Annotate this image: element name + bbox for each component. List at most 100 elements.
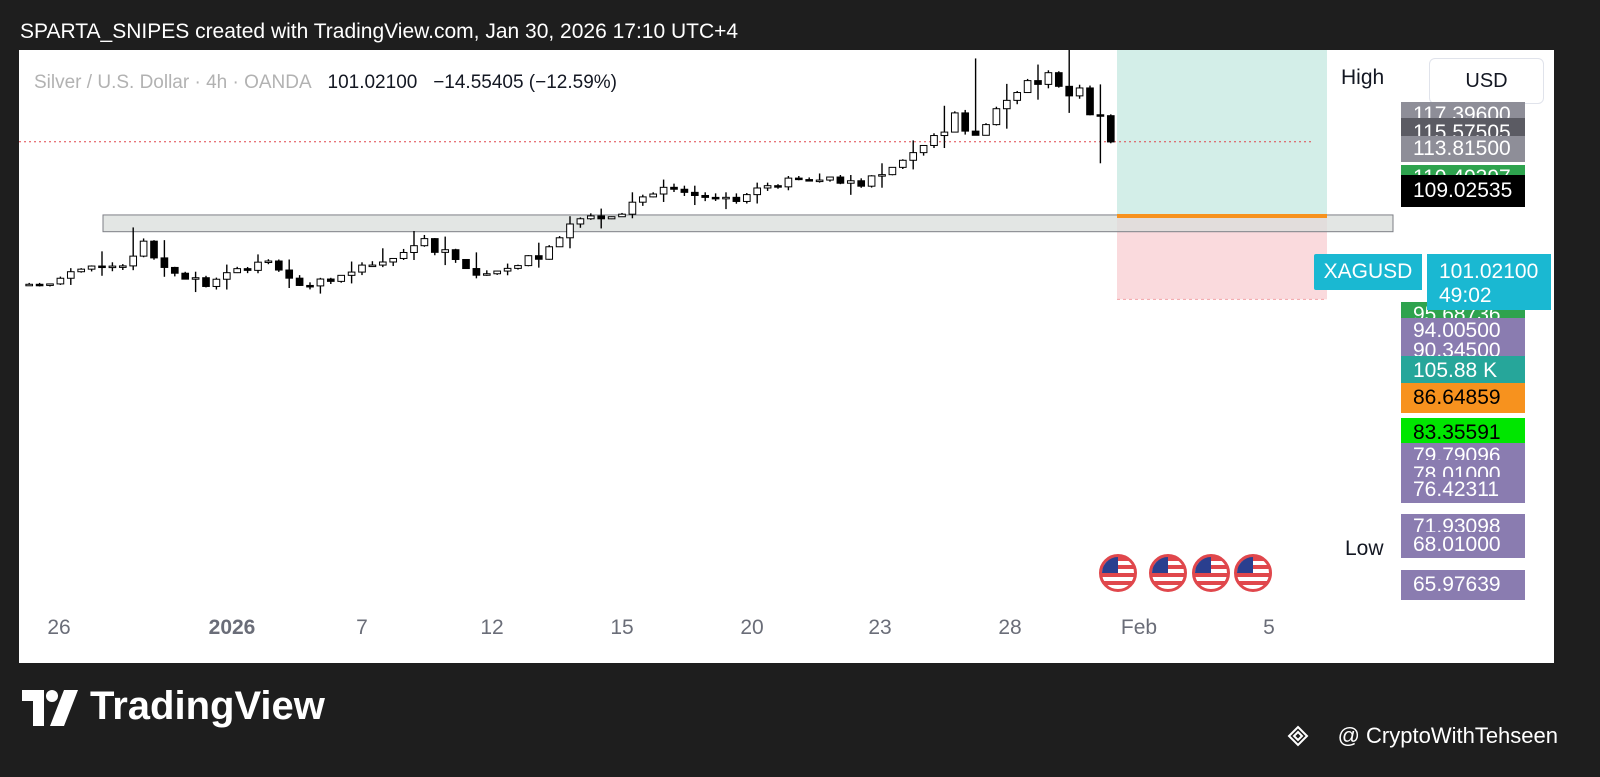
symbol-change: −14.55405 (−12.59%) (433, 72, 617, 93)
candle-body (1023, 80, 1032, 94)
candle-body (87, 265, 96, 270)
candle-body (170, 266, 179, 274)
candle-body (222, 272, 231, 280)
candle-body (846, 180, 855, 184)
candle-body (160, 257, 169, 268)
candle-body (150, 240, 158, 259)
candle-body (1034, 80, 1042, 85)
low-label: Low (1345, 537, 1384, 560)
x-tick-label: Feb (1120, 616, 1158, 639)
candle-body (576, 218, 585, 225)
candle-body (1002, 99, 1011, 110)
price-label: 86.64859 (1401, 383, 1525, 413)
candle-body (722, 196, 730, 200)
currency-selector[interactable]: USD (1429, 58, 1544, 104)
candle-body (316, 278, 325, 287)
candle-body (586, 215, 595, 220)
candle-body (659, 186, 668, 195)
price-label: 68.01000 (1401, 532, 1525, 558)
candle-body (451, 249, 460, 260)
candle-body (732, 196, 741, 202)
x-tick-label: 12 (480, 616, 504, 639)
chart-panel[interactable]: Silver / U.S. Dollar · 4h · OANDA 101.02… (19, 50, 1554, 663)
candle-body (784, 177, 793, 188)
candle-body (389, 257, 398, 263)
candle-body (35, 283, 44, 287)
candle-body (295, 277, 304, 286)
candle-body (347, 271, 356, 276)
candle-body (358, 264, 366, 273)
us-flag-icon[interactable] (1234, 554, 1272, 592)
candle-body (472, 268, 481, 276)
candle-body (243, 268, 252, 271)
candle-body (420, 238, 429, 247)
candle-body (701, 194, 710, 198)
candle-body (118, 265, 127, 268)
symbol-price: 101.02100 (327, 72, 418, 93)
candle-body (1044, 72, 1053, 85)
candle-body (878, 174, 886, 177)
candle-body (378, 261, 387, 266)
candle-body (950, 112, 959, 133)
candle-body (898, 159, 907, 168)
price-label: 76.42311 (1401, 477, 1525, 503)
candle-body (202, 277, 210, 287)
candle-body (254, 261, 262, 271)
candle-body (836, 176, 845, 184)
candle-body (670, 186, 678, 190)
candle-body (1086, 87, 1094, 116)
candle-body (368, 264, 377, 268)
candle-body (888, 166, 897, 176)
candle-body (274, 260, 283, 271)
candle-body (129, 255, 138, 267)
candle-body (566, 223, 574, 239)
support-zone (102, 214, 1394, 233)
candle-body (534, 255, 543, 260)
candle-body (514, 265, 522, 269)
candle-body (628, 201, 637, 215)
candle-body (493, 270, 502, 275)
candle-body (1054, 72, 1063, 87)
us-flag-icon[interactable] (1192, 554, 1230, 592)
candle-body (763, 185, 772, 189)
candle-body (441, 249, 450, 253)
candle-body (98, 265, 106, 269)
candle-body (649, 193, 658, 198)
bar-countdown: 49:02 (1439, 284, 1492, 307)
x-tick-label: 7 (356, 616, 368, 639)
candle-body (753, 187, 762, 196)
binance-icon (1287, 725, 1309, 747)
candle-body (326, 278, 335, 282)
candle-body (66, 271, 75, 279)
symbol-info: Silver / U.S. Dollar · 4h · OANDA 101.02… (34, 72, 617, 94)
candle-body (690, 191, 699, 196)
price-label: 113.81500 (1401, 136, 1525, 162)
candle-body (181, 272, 190, 280)
candle-body (711, 196, 720, 200)
candle-body (430, 238, 439, 253)
candle-body (961, 112, 970, 132)
candle-body (399, 251, 408, 259)
candle-body (607, 216, 616, 220)
author-credit: @ CryptoWithTehseen (1337, 723, 1558, 748)
candle-body (826, 176, 834, 181)
candle-body (680, 188, 689, 193)
chart-header: SPARTA_SNIPES created with TradingView.c… (20, 20, 739, 43)
x-tick-label: 26 (47, 616, 71, 639)
candle-body (638, 196, 647, 203)
us-flag-icon[interactable] (1149, 554, 1187, 592)
price-chart[interactable] (19, 50, 1554, 663)
candle-body (212, 278, 221, 287)
candle-body (909, 152, 918, 161)
price-label: 109.02535 (1401, 175, 1525, 207)
candle-body (982, 124, 990, 136)
candle-body (25, 283, 34, 287)
candle-body (1013, 92, 1022, 101)
us-flag-icon[interactable] (1099, 554, 1137, 592)
candle-body (919, 144, 928, 154)
candle-body (555, 237, 564, 248)
candle-body (805, 179, 814, 182)
candle-body (503, 267, 512, 272)
x-tick-label: 23 (868, 616, 892, 639)
candle-body (139, 240, 148, 257)
